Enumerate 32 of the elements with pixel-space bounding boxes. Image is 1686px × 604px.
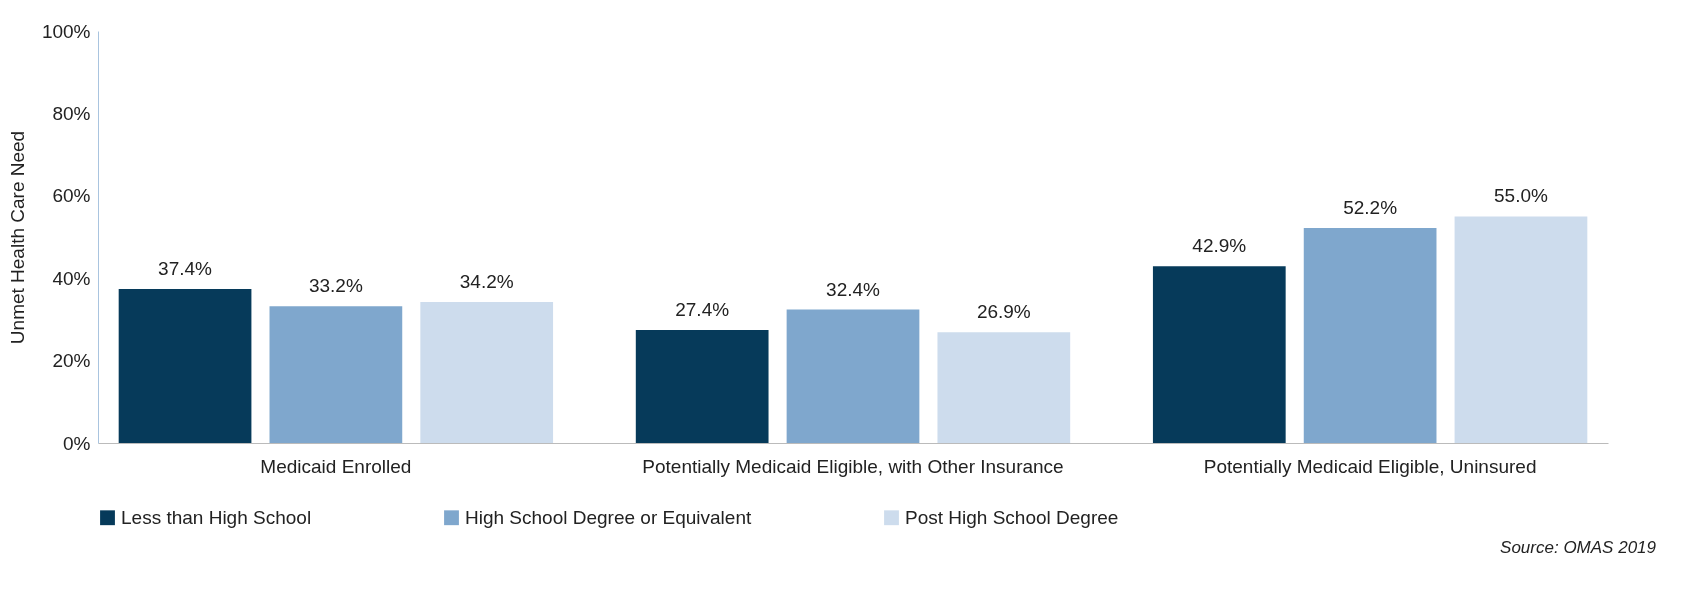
y-axis-title: Unmet Health Care Need: [6, 130, 28, 345]
data-label: 42.9%: [1192, 235, 1247, 257]
data-label: 33.2%: [308, 275, 363, 297]
bar: [1454, 216, 1588, 443]
y-tick-label: 20%: [52, 350, 91, 372]
bar: [786, 309, 920, 443]
source-note: Source: OMAS 2019: [1500, 538, 1656, 558]
data-label: 26.9%: [976, 301, 1031, 323]
x-tick-label: Potentially Medicaid Eligible, Uninsured: [1203, 455, 1537, 477]
y-tick-label: 0%: [63, 432, 91, 454]
y-tick-label: 100%: [41, 20, 91, 42]
legend-label: Less than High School: [121, 506, 312, 528]
legend-label: Post High School Degree: [905, 506, 1119, 528]
data-label: 34.2%: [459, 271, 514, 293]
legend-label: High School Degree or Equivalent: [465, 506, 752, 528]
bar: [937, 332, 1071, 443]
data-label: 52.2%: [1343, 196, 1398, 218]
bar: [1152, 266, 1286, 443]
data-label: 37.4%: [158, 257, 213, 279]
x-tick-label: Potentially Medicaid Eligible, with Other Insurance: [642, 455, 1064, 477]
data-label: 32.4%: [826, 278, 881, 300]
x-tick-label: Medicaid Enrolled: [260, 455, 412, 477]
bar: [635, 330, 769, 443]
bar: [1303, 227, 1437, 443]
data-label: 55.0%: [1494, 185, 1548, 207]
bar: [420, 302, 554, 443]
y-tick-label: 80%: [52, 102, 91, 124]
bar: [118, 288, 252, 443]
y-tick-label: 40%: [52, 267, 91, 289]
y-tick-label: 60%: [52, 185, 91, 207]
data-label: 27.4%: [675, 299, 730, 321]
bar: [269, 306, 403, 443]
